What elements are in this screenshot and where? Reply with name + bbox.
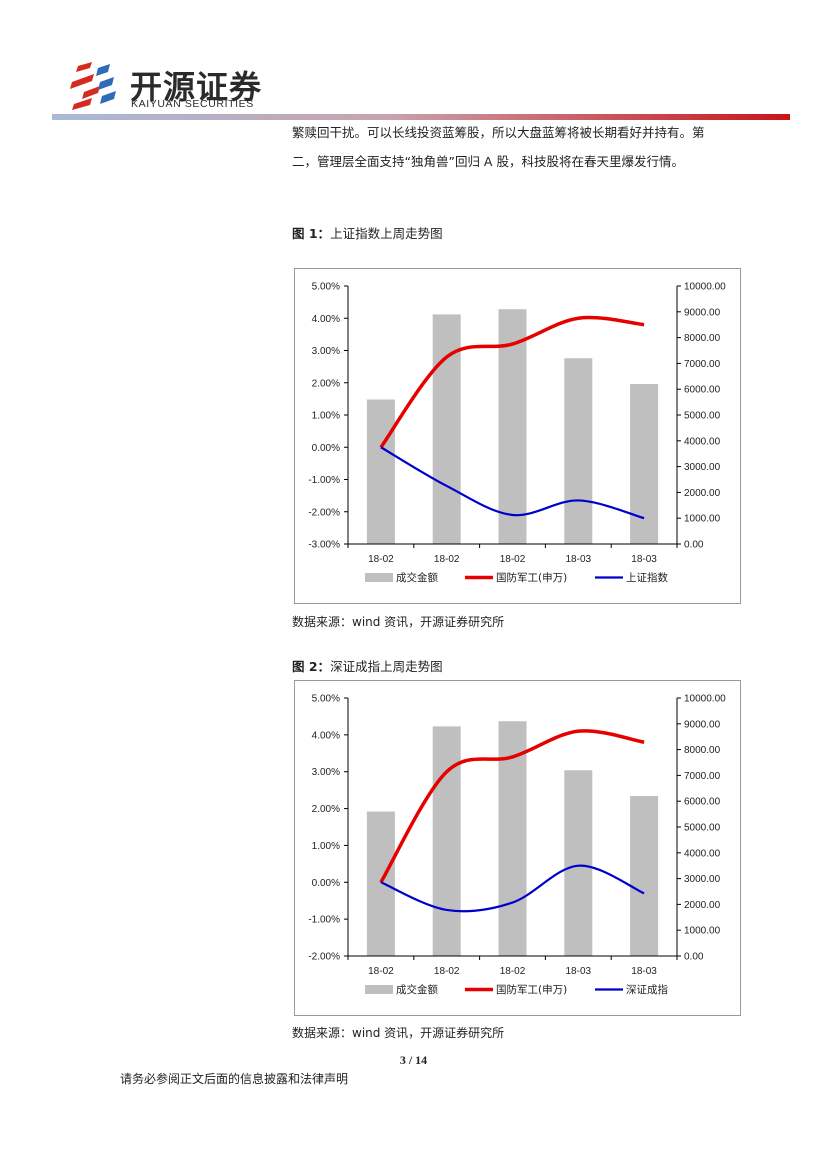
- company-logo: 开源证券 KAIYUAN SECURITIES: [70, 60, 270, 112]
- series-line-1: [380, 864, 645, 913]
- legend-label: 深证成指: [626, 983, 668, 996]
- x-tick-label: 18-02: [434, 966, 460, 977]
- legend-label: 国防军工(申万): [496, 571, 567, 584]
- figure-1-title: 图 1：上证指数上周走势图: [292, 223, 443, 242]
- right-tick-label: 3000.00: [684, 874, 721, 885]
- bar-4: [630, 796, 659, 956]
- left-tick-label: 5.00%: [312, 282, 340, 293]
- left-tick-label: -1.00%: [308, 475, 340, 486]
- legend-label: 上证指数: [626, 571, 668, 584]
- right-tick-label: 7000.00: [684, 359, 721, 370]
- legend-label: 成交金额: [396, 983, 438, 996]
- right-tick-label: 7000.00: [684, 771, 721, 782]
- series-line-0: [379, 315, 645, 449]
- left-tick-label: 3.00%: [312, 767, 340, 778]
- logo-chinese-name: 开源证券: [130, 68, 263, 106]
- chart-1: 5.00% 4.00% 3.00% 2.00% 1.00% 0.00% -1.00% -2.0…: [294, 268, 741, 604]
- bar-1: [432, 314, 461, 544]
- right-tick-label: 9000.00: [684, 719, 721, 730]
- right-tick-label: 6000.00: [684, 797, 721, 808]
- right-tick-label: 0.00: [684, 952, 704, 963]
- right-tick-label: 5000.00: [684, 411, 721, 422]
- figure-title-text: 上证指数上周走势图: [330, 226, 443, 241]
- page-number: 3 / 14: [399, 1053, 428, 1067]
- body-paragraph: 繁赎回干扰。可以长线投资蓝筹股，所以大盘蓝筹将被长期看好并持有。第 二，管理层全…: [292, 118, 792, 176]
- left-tick-label: 1.00%: [312, 411, 340, 422]
- bar-4: [630, 384, 659, 544]
- right-tick-label: 6000.00: [684, 385, 721, 396]
- right-tick-label: 0.00: [684, 540, 704, 551]
- right-tick-label: 9000.00: [684, 307, 721, 318]
- right-tick-label: 3000.00: [684, 462, 721, 473]
- chart-2: 5.00% 4.00% 3.00% 2.00% 1.00% 0.00% -1.00% -2.0…: [294, 680, 741, 1016]
- legend-label: 成交金额: [396, 571, 438, 584]
- legend-label: 国防军工(申万): [496, 983, 567, 996]
- bar-3: [564, 770, 593, 956]
- series-line-1: [380, 446, 645, 520]
- x-tick-label: 18-03: [566, 554, 592, 565]
- logo-english-name: KAIYUAN SECURITIES: [131, 98, 254, 110]
- series-line-0: [379, 729, 645, 884]
- figure-label: 图 1：: [292, 226, 331, 241]
- left-tick-label: 2.00%: [312, 804, 340, 815]
- figure-2-title: 图 2：深证成指上周走势图: [292, 656, 443, 675]
- bar-2: [498, 309, 527, 544]
- left-tick-label: 0.00%: [312, 878, 340, 889]
- body-line: 二，管理层全面支持“独角兽”回归 A 股，科技股将在春天里爆发行情。: [292, 154, 684, 169]
- left-tick-label: 0.00%: [312, 443, 340, 454]
- figure-2-source: 数据来源：wind 资讯，开源证券研究所: [292, 1026, 505, 1040]
- x-tick-label: 18-02: [500, 554, 526, 565]
- right-tick-label: 1000.00: [684, 514, 721, 525]
- figure-1-source: 数据来源：wind 资讯，开源证券研究所: [292, 615, 505, 629]
- x-tick-label: 18-03: [631, 966, 657, 977]
- right-tick-label: 2000.00: [684, 488, 721, 499]
- right-tick-label: 8000.00: [684, 333, 721, 344]
- legend-swatch: [365, 985, 393, 994]
- left-tick-label: 1.00%: [312, 841, 340, 852]
- bar-0: [366, 811, 395, 956]
- kaiyuan-logo-icon: [70, 62, 116, 110]
- body-line: 繁赎回干扰。可以长线投资蓝筹股，所以大盘蓝筹将被长期看好并持有。第: [292, 125, 705, 140]
- left-tick-label: -2.00%: [308, 952, 340, 963]
- x-tick-label: 18-03: [566, 966, 592, 977]
- chart-1-svg: 5.00% 4.00% 3.00% 2.00% 1.00% 0.00% -1.00% -2.0…: [308, 282, 726, 585]
- left-tick-label: -3.00%: [308, 540, 340, 551]
- left-tick-label: 5.00%: [312, 694, 340, 705]
- right-tick-label: 10000.00: [684, 694, 726, 705]
- legend-swatch: [365, 573, 393, 582]
- right-tick-label: 10000.00: [684, 282, 726, 293]
- chart-2-svg: 5.00% 4.00% 3.00% 2.00% 1.00% 0.00% -1.00% -2.0…: [308, 694, 726, 997]
- x-tick-label: 18-02: [368, 966, 394, 977]
- figure-title-text: 深证成指上周走势图: [330, 659, 443, 674]
- left-tick-label: 2.00%: [312, 378, 340, 389]
- right-tick-label: 2000.00: [684, 900, 721, 911]
- left-tick-label: 4.00%: [312, 730, 340, 741]
- bar-0: [366, 399, 395, 544]
- x-tick-label: 18-02: [500, 966, 526, 977]
- right-tick-label: 1000.00: [684, 926, 721, 937]
- right-tick-label: 5000.00: [684, 823, 721, 834]
- bar-1: [432, 726, 461, 956]
- right-tick-label: 4000.00: [684, 436, 721, 447]
- left-tick-label: -1.00%: [308, 915, 340, 926]
- bar-3: [564, 358, 593, 544]
- figure-label: 图 2：: [292, 659, 331, 674]
- right-tick-label: 8000.00: [684, 745, 721, 756]
- x-tick-label: 18-02: [434, 554, 460, 565]
- left-tick-label: 3.00%: [312, 346, 340, 357]
- right-tick-label: 4000.00: [684, 848, 721, 859]
- header-divider: [52, 114, 790, 120]
- x-tick-label: 18-03: [631, 554, 657, 565]
- x-tick-label: 18-02: [368, 554, 394, 565]
- left-tick-label: 4.00%: [312, 314, 340, 325]
- footer-disclaimer: 请务必参阅正文后面的信息披露和法律声明: [120, 1072, 349, 1086]
- left-tick-label: -2.00%: [308, 507, 340, 518]
